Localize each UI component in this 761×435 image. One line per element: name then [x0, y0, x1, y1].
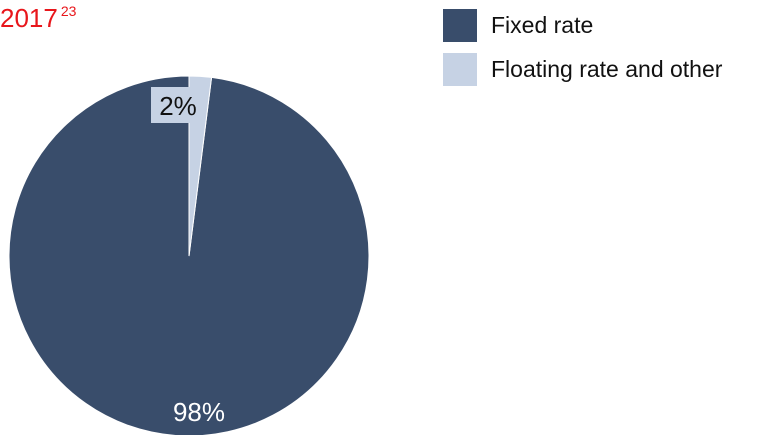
legend-label-floating-rate: Floating rate and other: [491, 56, 723, 82]
data-label-floating-rate: 2%: [159, 91, 197, 121]
legend-item-floating-rate: Floating rate and other: [443, 53, 722, 86]
pie-slice-fixed-rate: [8, 75, 370, 435]
chart-title: 2017 23: [0, 0, 76, 33]
legend-item-fixed-rate: Fixed rate: [443, 9, 722, 42]
legend: Fixed rate Floating rate and other: [443, 9, 722, 97]
title-text: 2017: [0, 3, 58, 33]
legend-label-fixed-rate: Fixed rate: [491, 12, 594, 38]
legend-swatch-floating-rate: [443, 53, 477, 86]
title-footnote: 23: [60, 3, 77, 19]
data-label-fixed-rate: 98%: [173, 397, 225, 427]
data-label-box-floating-rate: [151, 87, 205, 123]
legend-swatch-fixed-rate: [443, 9, 477, 42]
